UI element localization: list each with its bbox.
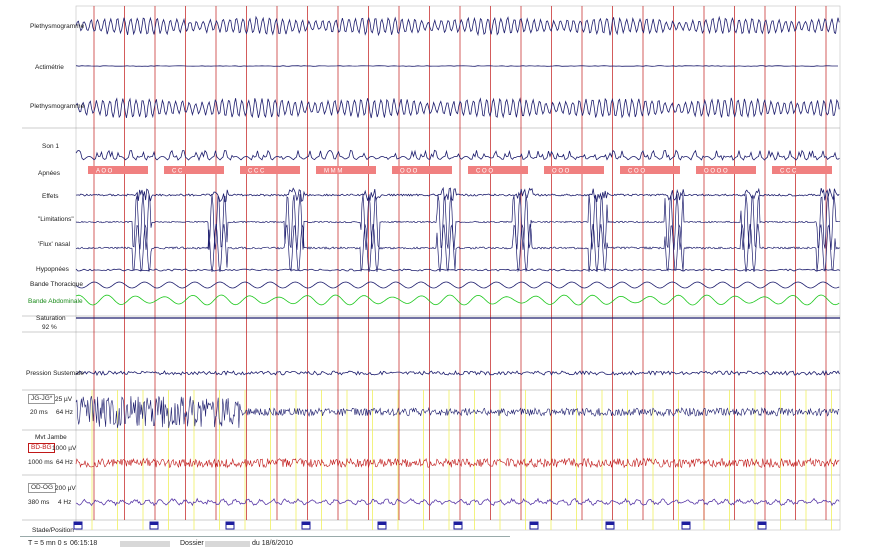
position-marker-fill bbox=[758, 522, 766, 525]
abdominal-trace bbox=[75, 294, 840, 306]
channel-label-effets[interactable]: Effets bbox=[42, 193, 59, 200]
apnea-event-label: M M M bbox=[324, 169, 342, 175]
channel-label-flux-nasal[interactable]: 'Flux' nasal bbox=[38, 241, 71, 248]
position-marker-fill bbox=[378, 522, 386, 525]
apnea-event-bar bbox=[544, 166, 604, 174]
eog-frequency: 4 Hz bbox=[58, 499, 72, 506]
apnea-event-bar bbox=[164, 166, 224, 174]
apnea-event-label: O O O bbox=[400, 169, 418, 175]
apnea-event-bar bbox=[316, 166, 376, 174]
channel-label-apnees[interactable]: Apnées bbox=[38, 170, 61, 177]
channel-label-saturation[interactable]: Saturation bbox=[36, 315, 66, 322]
channel-label-limitations[interactable]: "Limitations" bbox=[38, 216, 74, 223]
emg-timebase: 20 ms bbox=[30, 409, 48, 416]
position-marker-fill bbox=[530, 522, 538, 525]
sound-trace bbox=[75, 149, 840, 162]
apnea-event-label: C C C bbox=[780, 169, 797, 175]
apnea-event-bar bbox=[772, 166, 832, 174]
emg-frequency: 64 Hz bbox=[56, 409, 73, 416]
position-marker-fill bbox=[454, 522, 462, 525]
status-bar: T = 5 mn 0 s 06:15:18 Dossier : du 18/6/… bbox=[20, 536, 510, 551]
effort-trace bbox=[75, 186, 840, 203]
redacted-dossier bbox=[205, 541, 250, 547]
actimetry-trace bbox=[75, 65, 838, 67]
position-marker-fill bbox=[606, 522, 614, 525]
emg-amplitude: 25 µV bbox=[55, 396, 73, 403]
apnea-event-bar bbox=[88, 166, 148, 174]
apnea-event-bar bbox=[620, 166, 680, 174]
emg-trace bbox=[75, 396, 840, 428]
emg-channel-name[interactable]: JG-JG* bbox=[28, 394, 56, 404]
plot-frame bbox=[75, 5, 841, 531]
eog-timebase: 380 ms bbox=[28, 499, 50, 506]
apnea-event-label: A O O bbox=[96, 169, 113, 175]
channel-label-pleth-1[interactable]: Plethysmogramme bbox=[30, 23, 85, 30]
apnea-event-label: C C C bbox=[248, 169, 265, 175]
channel-label-bande-thoracique[interactable]: Bande Thoracique bbox=[30, 281, 84, 288]
leg-channel-name[interactable]: BD-BG bbox=[28, 443, 55, 453]
position-marker-fill bbox=[74, 522, 82, 525]
pleth-trace-2 bbox=[75, 97, 840, 119]
channel-label-pleth-2[interactable]: Plethysmogramme bbox=[30, 103, 85, 110]
dossier-label: Dossier : bbox=[180, 540, 208, 547]
apnea-event-bar bbox=[392, 166, 452, 174]
eog-trace bbox=[75, 497, 840, 507]
channel-label-pression[interactable]: Pression Sustemale bbox=[26, 370, 84, 377]
apnea-event-label: O O O bbox=[552, 169, 570, 175]
channel-label-bande-abdominale[interactable]: Bande Abdominale bbox=[28, 298, 83, 305]
saturation-value: 92 % bbox=[42, 324, 57, 331]
position-marker-fill bbox=[682, 522, 690, 525]
current-time: 06:15:18 bbox=[70, 540, 98, 547]
hypopnea-trace bbox=[75, 268, 841, 272]
channel-label-actimetrie[interactable]: Actimétrie bbox=[35, 64, 64, 71]
recording-date: du 18/6/2010 bbox=[252, 540, 293, 547]
channel-label-hypopnees[interactable]: Hypopnées bbox=[36, 266, 69, 273]
channel-label-stade-position[interactable]: Stade/Position bbox=[32, 527, 74, 534]
apnea-event-label: C C bbox=[172, 169, 183, 175]
apnea-event-label: O O O O bbox=[704, 169, 728, 175]
thoracic-trace bbox=[75, 281, 840, 289]
apnea-event-bar bbox=[240, 166, 300, 174]
limitation-trace bbox=[75, 193, 840, 251]
eog-amplitude: 200 µV bbox=[55, 485, 76, 492]
position-marker-fill bbox=[150, 522, 158, 525]
position-marker-fill bbox=[226, 522, 234, 525]
position-marker-fill bbox=[302, 522, 310, 525]
pleth-trace-1 bbox=[75, 15, 840, 37]
window-duration[interactable]: T = 5 mn 0 s bbox=[28, 540, 67, 547]
apnea-event-label: C O O bbox=[628, 169, 645, 175]
apnea-event-bar bbox=[696, 166, 756, 174]
leg-timebase: 1000 ms bbox=[28, 459, 53, 466]
leg-frequency: 64 Hz bbox=[56, 459, 73, 466]
pressure-trace bbox=[75, 369, 840, 376]
redacted-name bbox=[120, 541, 170, 547]
nasal-flow-trace bbox=[75, 223, 841, 273]
leg-trace bbox=[75, 457, 840, 469]
leg-amplitude: 1000 µV bbox=[52, 445, 77, 452]
channel-label-son[interactable]: Son 1 bbox=[42, 143, 59, 150]
channel-label-mvt-jambe[interactable]: Mvt Jambe bbox=[35, 434, 67, 441]
eog-channel-name[interactable]: OD-OG bbox=[28, 483, 57, 493]
apnea-event-label: C O O bbox=[476, 169, 493, 175]
apnea-event-bar bbox=[468, 166, 528, 174]
